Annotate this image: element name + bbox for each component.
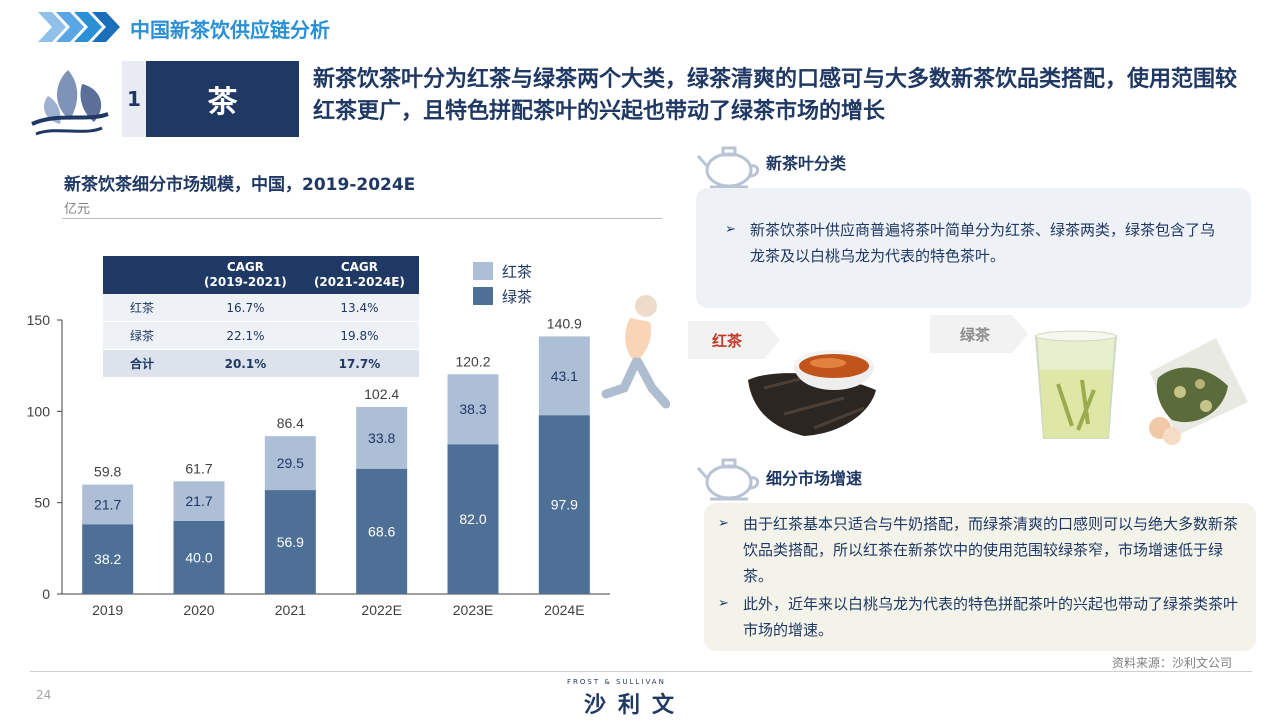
- data-label-total: 59.8: [94, 464, 121, 480]
- bar-black-tea: [82, 484, 134, 525]
- section-topic: 茶: [146, 61, 299, 137]
- tag-black-tea-label: 红茶: [712, 331, 743, 350]
- logo-text: 沙利文: [584, 693, 687, 718]
- section2-bullet-2: ➢ 此外，近年来以白桃乌龙为代表的特色拼配茶叶的兴起也带动了绿茶类茶叶市场的增速…: [718, 591, 1239, 643]
- section2-bullet-1-text: 由于红茶基本只适合与牛奶搭配，而绿茶清爽的口感则可以与绝大多数新茶饮品类搭配，所…: [743, 515, 1239, 585]
- market-size-chart: 0 50 100 150 38.2 21.7 59.8 2019 40.0 21.7 61.7 202…: [27, 312, 610, 618]
- tea-classification-box: [696, 188, 1251, 308]
- legend-swatch-green-tea: [473, 287, 493, 305]
- bar-green-tea: [538, 415, 590, 594]
- data-label-total: 102.4: [364, 386, 399, 402]
- data-label-green-tea: 38.2: [94, 551, 121, 567]
- cagr-row-label: 红茶: [103, 294, 191, 322]
- y-tick-label: 150: [27, 312, 51, 328]
- cagr-row-label: 合计: [103, 349, 191, 378]
- arrow-bullet-icon: ➢: [718, 516, 729, 531]
- section1-bullet: ➢ 新茶饮茶叶供应商普遍将茶叶简单分为红茶、绿茶两类，绿茶包含了乌龙茶及以白桃乌…: [725, 217, 1220, 269]
- tea-leaf-icon: [31, 70, 109, 136]
- x-tick-label: 2022E: [361, 602, 401, 618]
- teapot-icon: [696, 146, 760, 189]
- x-tick-label: 2020: [183, 602, 214, 618]
- x-tick-label: 2021: [275, 602, 306, 618]
- segment-growth-box: [704, 503, 1256, 651]
- cagr-cell: 22.1%: [191, 321, 300, 350]
- tag-green-tea-label: 绿茶: [960, 325, 991, 344]
- cagr-cell: 17.7%: [299, 349, 419, 378]
- data-label-black-tea: 21.7: [185, 493, 212, 509]
- y-tick-label: 0: [42, 586, 50, 602]
- runner-illustration: [601, 295, 670, 409]
- page-header-title: 中国新茶饮供应链分析: [130, 18, 330, 42]
- header-chevron-icon: [38, 12, 120, 42]
- teapot-icon: [696, 458, 760, 501]
- tag-green-tea: 绿茶: [930, 315, 1028, 353]
- section2-bullet-2-text: 此外，近年来以白桃乌龙为代表的特色拼配茶叶的兴起也带动了绿茶类茶叶市场的增速。: [743, 595, 1239, 639]
- bar-black-tea: [264, 436, 316, 491]
- arrow-bullet-icon: ➢: [718, 596, 729, 611]
- bar-green-tea: [356, 468, 408, 594]
- tag-black-tea: 红茶: [688, 321, 780, 359]
- cagr-cell: 19.8%: [299, 321, 419, 350]
- data-label-green-tea: 97.9: [551, 497, 578, 513]
- section2-title: 细分市场增速: [766, 469, 863, 488]
- data-label-total: 120.2: [455, 353, 490, 369]
- data-label-black-tea: 29.5: [277, 455, 304, 471]
- data-label-total: 86.4: [277, 415, 304, 431]
- bar-green-tea: [264, 490, 316, 594]
- oolong-tea-image: [1149, 338, 1248, 445]
- source-note: 资料来源：沙利文公司: [1112, 656, 1233, 670]
- headline-text: 新茶饮茶叶分为红茶与绿茶两个大类，绿茶清爽的口感可与大多数新茶饮品类搭配，使用范…: [313, 67, 1238, 124]
- cagr-cell: 13.4%: [299, 294, 419, 322]
- section2-bullet-1: ➢ 由于红茶基本只适合与牛奶搭配，而绿茶清爽的口感则可以与绝大多数新茶饮品类搭配…: [718, 511, 1239, 589]
- bar-black-tea: [173, 481, 225, 521]
- y-tick-label: 100: [27, 403, 51, 419]
- bar-black-tea: [538, 336, 590, 416]
- data-label-green-tea: 40.0: [185, 549, 212, 565]
- cagr-header-2021-2024: CAGR (2021-2024E): [299, 256, 419, 294]
- x-tick-label: 2023E: [453, 602, 493, 618]
- y-tick-label: 50: [34, 495, 50, 511]
- data-label-black-tea: 21.7: [94, 496, 121, 512]
- bar-green-tea: [173, 520, 225, 594]
- logo-text-small: FROST & SULLIVAN: [567, 678, 666, 686]
- legend-swatch-black-tea: [473, 262, 493, 280]
- section-number: 1: [122, 61, 146, 137]
- bar-green-tea: [447, 444, 499, 594]
- data-label-total: 61.7: [185, 460, 212, 476]
- cagr-cell: 20.1%: [191, 349, 300, 378]
- footer-divider: [30, 671, 1252, 672]
- bar-black-tea: [356, 406, 408, 469]
- page-number: 24: [36, 688, 52, 702]
- cagr-header-2019-2021: CAGR (2019-2021): [191, 256, 300, 294]
- black-tea-image: [748, 350, 876, 436]
- data-label-black-tea: 38.3: [459, 401, 486, 417]
- legend-label-black-tea: 红茶: [502, 263, 533, 281]
- x-tick-label: 2019: [92, 602, 123, 618]
- green-tea-glass-image: [1034, 330, 1118, 439]
- data-label-green-tea: 56.9: [277, 534, 304, 550]
- data-label-green-tea: 82.0: [459, 511, 486, 527]
- bar-black-tea: [447, 374, 499, 445]
- x-tick-label: 2024E: [544, 602, 584, 618]
- section1-bullet-text: 新茶饮茶叶供应商普遍将茶叶简单分为红茶、绿茶两类，绿茶包含了乌龙茶及以白桃乌龙为…: [750, 221, 1216, 265]
- chart-title: 新茶饮茶细分市场规模，中国，2019-2024E: [64, 175, 416, 195]
- cagr-table: CAGR (2019-2021) CAGR (2021-2024E) 红茶 16…: [103, 256, 419, 378]
- data-label-green-tea: 68.6: [368, 523, 395, 539]
- arrow-bullet-icon: ➢: [725, 222, 736, 237]
- data-label-total: 140.9: [547, 315, 582, 331]
- legend-label-green-tea: 绿茶: [502, 288, 533, 306]
- chart-title-divider: [62, 218, 662, 219]
- data-label-black-tea: 43.1: [551, 368, 578, 384]
- section1-title: 新茶叶分类: [766, 154, 847, 173]
- cagr-cell: 16.7%: [191, 294, 300, 322]
- cagr-row-label: 绿茶: [103, 321, 191, 350]
- chart-unit: 亿元: [64, 202, 91, 217]
- cagr-header-blank: [103, 256, 191, 294]
- bar-green-tea: [82, 524, 134, 594]
- data-label-black-tea: 33.8: [368, 430, 395, 446]
